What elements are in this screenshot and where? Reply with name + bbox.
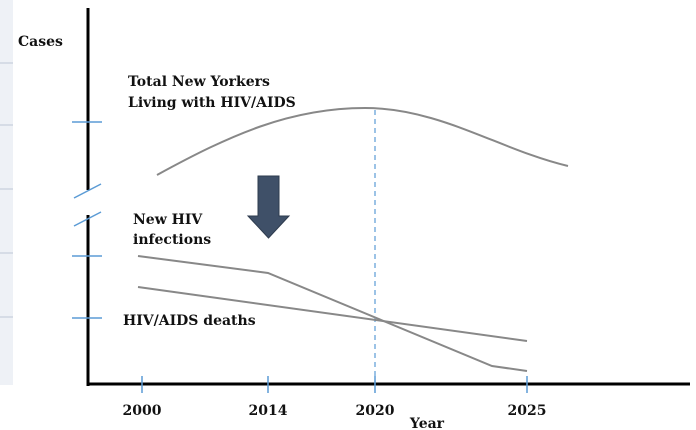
y-axis-label: Cases xyxy=(18,34,63,50)
deaths-line xyxy=(137,286,528,342)
x-ticks xyxy=(141,376,528,393)
x-tick-label: 2000 xyxy=(123,403,162,419)
axis-break xyxy=(73,211,102,227)
down-arrow xyxy=(246,175,291,239)
axis-break xyxy=(73,183,102,199)
deaths-label: HIV/AIDS deaths xyxy=(123,313,256,329)
total-label: Total New Yorkers xyxy=(128,74,270,90)
left-strip xyxy=(0,0,13,385)
x-axis-label: Year xyxy=(409,416,445,430)
x-tick-label: 2014 xyxy=(249,403,288,419)
total-curve xyxy=(156,106,569,176)
y-ticks xyxy=(72,121,102,319)
x-tick-label: 2020 xyxy=(356,403,395,419)
total-label: Living with HIV/AIDS xyxy=(128,95,296,111)
x-tick-label: 2025 xyxy=(508,403,547,419)
new-infections-label: infections xyxy=(133,232,211,248)
new-infections-line xyxy=(137,255,528,372)
new-infections-label: New HIV xyxy=(133,212,203,228)
